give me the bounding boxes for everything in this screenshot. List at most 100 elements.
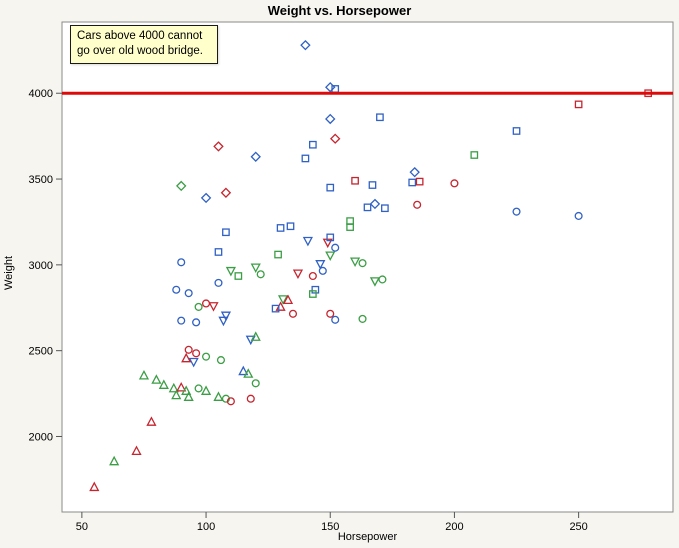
data-point[interactable] — [378, 275, 387, 284]
data-point[interactable] — [326, 183, 335, 192]
data-point[interactable] — [369, 277, 381, 287]
data-point[interactable] — [276, 224, 285, 232]
data-point[interactable] — [177, 316, 186, 325]
data-point[interactable] — [450, 179, 459, 188]
data-point[interactable] — [311, 285, 320, 294]
data-point[interactable] — [172, 285, 181, 294]
data-point[interactable] — [256, 270, 265, 279]
data-point[interactable] — [349, 257, 361, 268]
data-point[interactable] — [282, 294, 294, 304]
data-point[interactable] — [238, 365, 249, 376]
data-point[interactable] — [171, 389, 182, 400]
data-point[interactable] — [288, 309, 298, 318]
data-point[interactable] — [200, 192, 212, 204]
data-point[interactable] — [325, 251, 336, 261]
data-point[interactable] — [226, 397, 235, 406]
data-point[interactable] — [177, 258, 186, 267]
data-point[interactable] — [274, 250, 282, 259]
data-point[interactable] — [250, 263, 261, 274]
data-point[interactable] — [358, 259, 367, 268]
data-point[interactable] — [250, 331, 261, 341]
x-tick-label: 200 — [445, 521, 463, 533]
data-point[interactable] — [151, 374, 162, 384]
data-point[interactable] — [192, 318, 201, 327]
data-point[interactable] — [300, 39, 311, 51]
data-point[interactable] — [181, 352, 192, 363]
data-point[interactable] — [218, 316, 229, 327]
data-point[interactable] — [301, 154, 310, 163]
data-point[interactable] — [574, 211, 583, 220]
data-point[interactable] — [183, 391, 194, 401]
data-point[interactable] — [250, 151, 261, 162]
data-point[interactable] — [213, 141, 224, 152]
data-point[interactable] — [413, 200, 422, 209]
data-point[interactable] — [176, 381, 187, 392]
data-point[interactable] — [470, 151, 479, 159]
data-point[interactable] — [168, 382, 179, 393]
data-point[interactable] — [574, 100, 583, 109]
data-point[interactable] — [286, 222, 295, 231]
data-point[interactable] — [346, 223, 354, 231]
data-point[interactable] — [381, 204, 389, 213]
data-point[interactable] — [246, 394, 255, 403]
data-point[interactable] — [309, 290, 317, 298]
data-point[interactable] — [109, 455, 120, 466]
data-point[interactable] — [89, 481, 100, 492]
data-point[interactable] — [225, 266, 236, 277]
data-point[interactable] — [176, 180, 187, 192]
data-point[interactable] — [220, 187, 232, 198]
data-point[interactable] — [194, 384, 203, 393]
data-point[interactable] — [325, 113, 336, 125]
data-point[interactable] — [251, 379, 260, 388]
data-point[interactable] — [512, 127, 521, 135]
data-point[interactable] — [181, 385, 192, 395]
x-tick-label: 100 — [197, 521, 215, 533]
data-point[interactable] — [271, 304, 280, 313]
data-point[interactable] — [131, 445, 142, 456]
data-point[interactable] — [331, 315, 340, 324]
data-point[interactable] — [220, 311, 232, 322]
data-point[interactable] — [188, 357, 199, 368]
data-point[interactable] — [369, 198, 381, 210]
data-point[interactable] — [138, 369, 150, 380]
data-point[interactable] — [214, 278, 223, 287]
data-point[interactable] — [322, 238, 333, 249]
annotation-box[interactable]: Cars above 4000 cannot go over old wood … — [70, 25, 218, 64]
data-point[interactable] — [368, 181, 377, 189]
data-point[interactable] — [415, 177, 424, 186]
data-point[interactable] — [315, 260, 326, 270]
data-point[interactable] — [214, 248, 223, 256]
data-point[interactable] — [222, 228, 230, 237]
data-point[interactable] — [292, 269, 304, 280]
data-point[interactable] — [234, 272, 243, 280]
data-point[interactable] — [302, 236, 313, 247]
data-point[interactable] — [192, 349, 201, 358]
data-point[interactable] — [326, 233, 335, 242]
data-point[interactable] — [202, 352, 211, 361]
data-point[interactable] — [409, 166, 420, 178]
data-point[interactable] — [146, 416, 157, 426]
data-point[interactable] — [216, 356, 226, 365]
data-point[interactable] — [184, 345, 193, 354]
data-point[interactable] — [376, 113, 384, 122]
data-point[interactable] — [329, 133, 341, 144]
data-point[interactable] — [208, 302, 219, 312]
data-point[interactable] — [200, 385, 212, 395]
data-point[interactable] — [363, 203, 372, 212]
data-point[interactable] — [318, 266, 327, 275]
data-point[interactable] — [351, 176, 359, 185]
data-point[interactable] — [277, 295, 289, 305]
data-point[interactable] — [408, 178, 417, 187]
data-point[interactable] — [331, 243, 340, 252]
data-point[interactable] — [184, 289, 193, 298]
data-point[interactable] — [308, 271, 317, 281]
data-point[interactable] — [213, 391, 224, 401]
data-point[interactable] — [194, 302, 203, 311]
data-point[interactable] — [309, 140, 317, 149]
data-point[interactable] — [326, 309, 335, 318]
data-point[interactable] — [512, 207, 521, 216]
data-point[interactable] — [158, 379, 169, 389]
data-point[interactable] — [358, 314, 367, 323]
data-point[interactable] — [243, 368, 254, 378]
